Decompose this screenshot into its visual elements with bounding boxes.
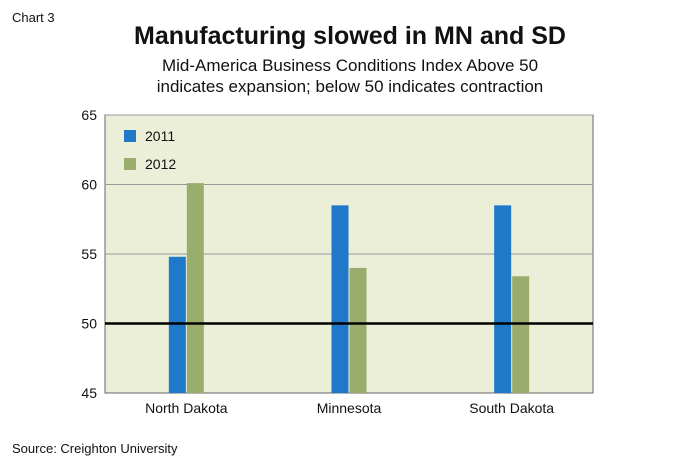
subtitle-line-2: indicates expansion; below 50 indicates … bbox=[156, 77, 544, 96]
subtitle-line-1: Mid-America Business Conditions Index Ab… bbox=[161, 56, 539, 75]
y-tick-label: 45 bbox=[81, 385, 97, 401]
bar-2011-minnesota bbox=[331, 205, 349, 393]
bar-2012-minnesota bbox=[349, 267, 367, 393]
x-category-label: South Dakota bbox=[469, 400, 554, 416]
legend-label-2011: 2011 bbox=[145, 128, 175, 144]
y-tick-label: 60 bbox=[81, 177, 97, 193]
y-tick-label: 55 bbox=[81, 246, 97, 262]
bar-2012-south-dakota bbox=[512, 276, 530, 393]
bar-2012-north-dakota bbox=[186, 183, 204, 393]
legend-swatch-2012 bbox=[124, 158, 136, 170]
y-tick-label: 65 bbox=[81, 107, 97, 123]
bar-2011-north-dakota bbox=[168, 256, 186, 393]
legend-swatch-2011 bbox=[124, 130, 136, 142]
x-category-label: North Dakota bbox=[145, 400, 228, 416]
bar-2011-south-dakota bbox=[494, 205, 512, 393]
source-note: Source: Creighton University bbox=[12, 441, 178, 456]
chart-title: Manufacturing slowed in MN and SD bbox=[134, 22, 566, 50]
x-category-label: Minnesota bbox=[317, 400, 382, 416]
legend-label-2012: 2012 bbox=[145, 156, 176, 172]
y-tick-label: 50 bbox=[81, 316, 97, 332]
chart-number: Chart 3 bbox=[12, 10, 55, 25]
chart-subtitle: Mid-America Business Conditions Index Ab… bbox=[0, 55, 700, 97]
